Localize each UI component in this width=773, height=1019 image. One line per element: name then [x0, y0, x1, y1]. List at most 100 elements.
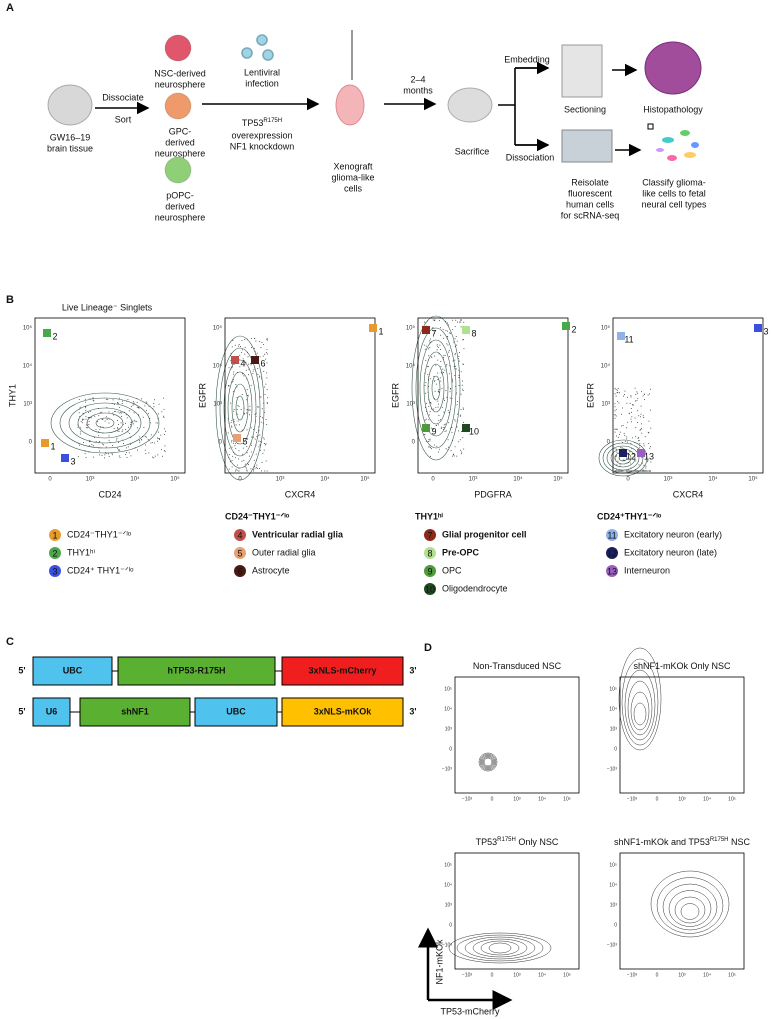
event-dot — [454, 375, 456, 377]
contour — [483, 757, 493, 767]
event-dot — [146, 402, 148, 404]
event-dot — [615, 408, 617, 410]
event-dot — [637, 398, 639, 400]
event-dot — [640, 413, 642, 415]
event-dot — [120, 416, 122, 418]
event-dot — [121, 412, 123, 414]
event-dot — [237, 420, 239, 422]
event-dot — [428, 348, 430, 350]
step-label: Sectioning — [564, 104, 606, 114]
x-tick-label: 10³ — [664, 477, 673, 483]
event-dot — [113, 410, 115, 412]
event-dot — [648, 470, 650, 472]
event-dot — [130, 422, 132, 424]
event-dot — [247, 374, 249, 376]
event-dot — [266, 362, 268, 364]
y-tick-label: 10⁵ — [444, 862, 452, 868]
event-dot — [450, 450, 452, 452]
event-dot — [153, 403, 155, 405]
y-tick-label: 0 — [449, 746, 452, 752]
event-dot — [265, 460, 267, 462]
modification-label: NF1 knockdown — [230, 141, 295, 151]
contour — [219, 347, 261, 469]
event-dot — [645, 465, 647, 467]
gate-label: 2 — [52, 331, 57, 341]
event-dot — [459, 449, 461, 451]
event-dot — [261, 408, 263, 410]
event-dot — [230, 402, 232, 404]
event-dot — [429, 338, 431, 340]
event-dot — [127, 446, 129, 448]
event-dot — [236, 386, 238, 388]
event-dot — [143, 427, 145, 429]
event-dot — [435, 424, 437, 426]
strand-end: 3' — [409, 665, 416, 675]
legend-number: 1 — [52, 530, 57, 540]
branch-label: Embedding — [504, 54, 550, 64]
event-dot — [242, 349, 244, 351]
event-dot — [634, 400, 636, 402]
gate-marker — [617, 332, 625, 340]
event-dot — [229, 447, 231, 449]
event-dot — [119, 412, 121, 414]
event-dot — [424, 419, 426, 421]
event-dot — [629, 402, 631, 404]
event-dot — [239, 354, 241, 356]
event-dot — [266, 377, 268, 379]
event-dot — [616, 451, 618, 453]
event-dot — [161, 411, 163, 413]
modification-label: overexpression — [231, 130, 292, 140]
event-dot — [617, 387, 619, 389]
event-dot — [246, 445, 248, 447]
event-dot — [242, 358, 244, 360]
event-dot — [637, 410, 639, 412]
event-dot — [94, 415, 96, 417]
event-dot — [98, 415, 100, 417]
event-dot — [112, 444, 114, 446]
event-dot — [428, 414, 430, 416]
event-dot — [614, 410, 616, 412]
neurosphere-label: derived — [165, 201, 195, 211]
event-dot — [449, 391, 451, 393]
event-dot — [100, 425, 102, 427]
event-dot — [614, 431, 616, 433]
contour — [668, 890, 712, 927]
event-dot — [444, 354, 446, 356]
event-dot — [106, 418, 108, 420]
event-dot — [442, 426, 444, 428]
event-dot — [138, 407, 140, 409]
event-dot — [443, 337, 445, 339]
event-dot — [637, 392, 639, 394]
contour — [415, 327, 457, 449]
text-part: TP53 — [476, 837, 498, 847]
event-dot — [618, 402, 620, 404]
y-tick-label: 0 — [614, 746, 617, 752]
event-dot — [445, 329, 447, 331]
event-dot — [244, 346, 246, 348]
legend-number: 6 — [237, 566, 242, 576]
x-tick-label: −10³ — [627, 972, 637, 978]
event-dot — [142, 416, 144, 418]
event-dot — [77, 426, 79, 428]
event-dot — [134, 421, 136, 423]
event-dot — [650, 388, 652, 390]
event-dot — [621, 425, 623, 427]
x-tick-label: 10⁴ — [513, 476, 523, 483]
event-dot — [104, 420, 106, 422]
plot-frame — [454, 676, 580, 794]
plot-frame — [619, 852, 745, 970]
event-dot — [445, 365, 447, 367]
event-dot — [630, 396, 632, 398]
event-dot — [163, 428, 165, 430]
event-dot — [126, 456, 128, 458]
event-dot — [138, 439, 140, 441]
event-dot — [440, 426, 442, 428]
event-dot — [139, 441, 141, 443]
event-dot — [626, 470, 628, 472]
event-dot — [454, 326, 456, 328]
event-dot — [240, 345, 242, 347]
event-dot — [118, 430, 120, 432]
event-dot — [105, 398, 107, 400]
event-dot — [88, 420, 90, 422]
event-dot — [638, 436, 640, 438]
